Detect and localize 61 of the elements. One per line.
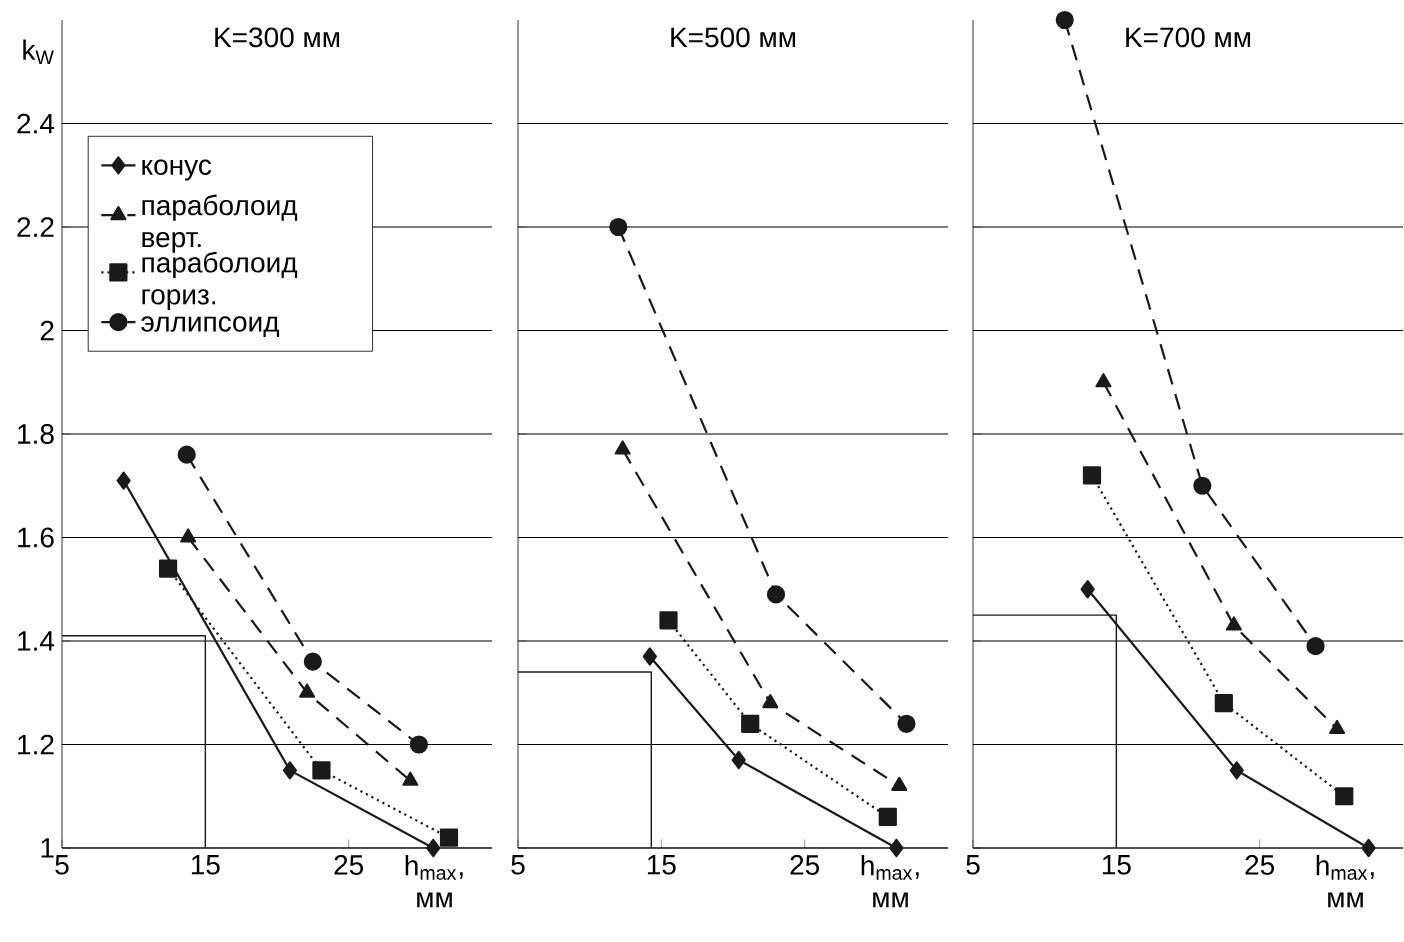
point xyxy=(1306,637,1325,656)
point xyxy=(731,750,746,770)
point xyxy=(303,652,322,671)
point xyxy=(1082,466,1102,485)
point xyxy=(282,761,298,780)
y-axis-title: k$_{W}$ xyxy=(23,39,54,65)
point xyxy=(878,807,897,827)
legend-label: конус xyxy=(142,159,212,181)
point xyxy=(1193,476,1212,495)
point xyxy=(897,714,916,733)
x-tick-label: 15 xyxy=(1102,855,1131,875)
legend-label: параболоид гориз. xyxy=(142,251,298,311)
point xyxy=(1229,761,1244,780)
point xyxy=(642,647,657,666)
y-tick-label: 1.2 xyxy=(18,734,54,755)
point xyxy=(180,528,197,543)
y-tick-label: 1.4 xyxy=(18,631,55,651)
point xyxy=(609,217,628,237)
point xyxy=(766,585,786,604)
x-tick-label: 5 xyxy=(55,855,69,875)
point xyxy=(177,445,196,464)
chart-title: K=500 мм xyxy=(671,27,796,48)
point xyxy=(1055,10,1074,30)
point xyxy=(659,611,678,630)
point xyxy=(1329,719,1346,735)
chart-title: K=700 мм xyxy=(1126,27,1251,48)
y-tick-label: 1 xyxy=(41,838,54,858)
x-tick-label: 15 xyxy=(191,855,220,875)
x-tick-label: 5 xyxy=(511,855,525,875)
point xyxy=(614,440,631,455)
point xyxy=(439,828,459,847)
legend-label: параболоид верт. xyxy=(142,194,298,253)
x-tick-label: 5 xyxy=(966,855,980,875)
point xyxy=(1361,838,1376,858)
point xyxy=(1080,580,1095,599)
point xyxy=(1095,373,1112,388)
y-tick-label: 2.4 xyxy=(17,113,55,134)
x-tick-label: 25 xyxy=(334,855,364,875)
y-tick-label: 1.8 xyxy=(18,424,54,444)
chart-title: K=300 мм xyxy=(215,27,340,48)
point xyxy=(1225,616,1242,631)
point xyxy=(426,838,441,858)
point xyxy=(762,693,779,709)
x-tick-label: 25 xyxy=(790,855,820,875)
point xyxy=(1214,693,1233,713)
x-axis-title: h$_{max}$, мм xyxy=(1316,855,1374,908)
point xyxy=(312,761,331,780)
point xyxy=(741,714,760,733)
x-axis-title: h$_{max}$, мм xyxy=(861,855,919,908)
y-tick-label: 1.6 xyxy=(18,527,54,548)
point xyxy=(116,471,131,490)
y-tick-label: 2.2 xyxy=(17,217,54,237)
y-tick-label: 2 xyxy=(40,320,54,341)
point xyxy=(889,838,904,858)
point xyxy=(409,735,428,754)
point xyxy=(158,559,178,578)
legend-label: эллипсоид xyxy=(141,316,280,338)
point xyxy=(1335,787,1354,806)
x-axis-title: h$_{max}$, мм xyxy=(405,855,463,908)
x-tick-label: 15 xyxy=(647,855,676,875)
x-tick-label: 25 xyxy=(1245,855,1275,875)
